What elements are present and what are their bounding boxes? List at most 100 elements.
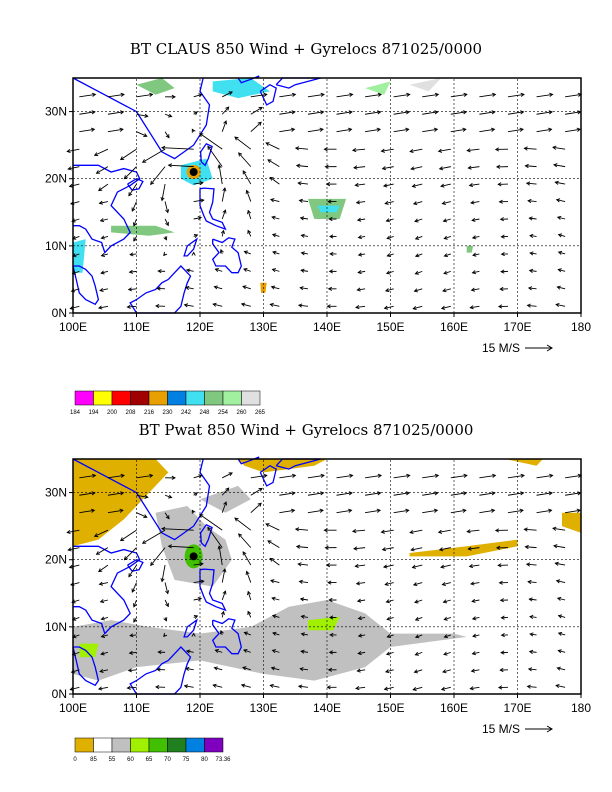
wind-arrowhead <box>212 683 217 688</box>
wind-arrow <box>471 669 480 672</box>
wind-arrow <box>386 599 394 603</box>
wind-arrowhead <box>127 668 133 673</box>
wind-arrow <box>528 287 537 290</box>
wind-arrow <box>413 686 423 691</box>
wind-arrowhead <box>157 269 162 274</box>
wind-arrowhead <box>240 683 246 688</box>
colorbar-label: 184 <box>70 410 81 416</box>
wind-arrow <box>381 529 394 533</box>
wind-arrowhead <box>319 127 324 132</box>
wind-arrowhead <box>557 614 563 619</box>
wind-arrowhead <box>298 198 303 203</box>
colorbar-swatch <box>222 390 242 406</box>
wind-arrowhead <box>414 651 419 656</box>
wind-arrowhead <box>490 127 496 132</box>
wind-arrowhead <box>495 545 501 550</box>
wind-arrowhead <box>290 508 296 513</box>
wind-arrowhead <box>95 170 101 174</box>
lon-tick-label: 140E <box>313 701 341 715</box>
wind-arrow <box>336 128 352 133</box>
wind-arrow <box>69 183 80 187</box>
wind-arrowhead <box>377 473 383 478</box>
wind-arrowhead <box>150 561 155 567</box>
wind-arrow <box>234 517 252 531</box>
wind-arrow <box>99 582 109 585</box>
wind-arrow <box>136 131 148 137</box>
wind-arrowhead <box>467 165 472 170</box>
wind-arrow <box>413 582 423 586</box>
wind-arrowhead <box>141 159 147 163</box>
wind-arrowhead <box>165 134 170 139</box>
coastline <box>72 77 211 160</box>
wind-arrow <box>101 617 109 620</box>
wind-arrowhead <box>269 302 274 307</box>
wind-arrowhead <box>207 145 212 150</box>
wind-arrow <box>422 93 439 98</box>
wind-arrowhead <box>297 684 303 689</box>
wind-arrowhead <box>68 183 74 188</box>
wind-arrowhead <box>381 547 387 552</box>
wind-arrowhead <box>557 649 562 654</box>
wind-arrowhead <box>443 634 448 639</box>
wind-arrow <box>161 184 166 201</box>
wind-arrowhead <box>524 544 529 550</box>
wind-arrowhead <box>199 513 204 518</box>
wind-arrowhead <box>386 253 391 258</box>
wind-arrow <box>136 474 153 479</box>
wind-arrowhead <box>165 209 170 214</box>
wind-arrowhead <box>383 305 389 310</box>
wind-arrowhead <box>520 110 525 115</box>
lon-tick-label: 160E <box>440 320 468 334</box>
wind-arrowhead <box>300 251 305 256</box>
colorbar-label: 55 <box>109 757 116 763</box>
wind-arrow <box>393 93 410 98</box>
wind-arrow <box>221 501 227 513</box>
wind-arrowhead <box>385 218 390 223</box>
wind-arrow <box>301 234 309 237</box>
wind-arrow <box>410 148 423 153</box>
wind-arrow <box>450 492 467 496</box>
wind-arrow <box>527 685 537 688</box>
wind-arrow <box>336 492 353 496</box>
wind-arrowhead <box>406 92 411 97</box>
wind-arrowhead <box>271 233 277 238</box>
wind-arrowhead <box>414 218 419 223</box>
wind-arrow <box>414 669 423 673</box>
colorbar-label: 73.36 <box>215 757 231 763</box>
coastline <box>73 164 141 254</box>
wind-arrowhead <box>470 287 476 292</box>
coastline <box>127 558 144 572</box>
wind-arrowhead <box>120 92 125 97</box>
wind-arrowhead <box>384 200 389 205</box>
wind-arrow <box>412 564 423 568</box>
wind-arrow <box>133 218 137 226</box>
wind-arrow <box>415 236 423 240</box>
cloud-patch <box>111 225 175 236</box>
wind-arrow <box>307 474 325 479</box>
colorbar-swatch <box>93 737 113 753</box>
wind-arrow <box>269 558 280 566</box>
wind-arrowhead <box>553 163 558 168</box>
wind-arrow <box>385 288 394 292</box>
wind-arrow <box>100 669 109 673</box>
wind-arrow <box>440 564 451 568</box>
wind-arrow <box>526 182 537 185</box>
wind-arrow <box>528 200 537 202</box>
wind-arrow <box>164 494 172 498</box>
wind-arrowhead <box>100 235 105 240</box>
wind-arrow <box>469 183 480 186</box>
wind-arrowhead <box>100 651 105 656</box>
wind-arrow <box>301 650 309 653</box>
wind-arrow <box>300 287 309 290</box>
wind-arrow <box>444 617 451 621</box>
wind-arrowhead <box>128 269 134 274</box>
wind-arrowhead <box>443 651 448 656</box>
wind-arrow <box>565 474 582 479</box>
wind-arrowhead <box>357 633 363 638</box>
wind-arrow <box>128 183 137 196</box>
wind-arrow <box>556 199 566 202</box>
wind-arrow <box>422 111 438 115</box>
wind-arrow <box>101 253 109 257</box>
wind-arrowhead <box>66 148 71 154</box>
wind-arrowhead <box>319 508 324 513</box>
